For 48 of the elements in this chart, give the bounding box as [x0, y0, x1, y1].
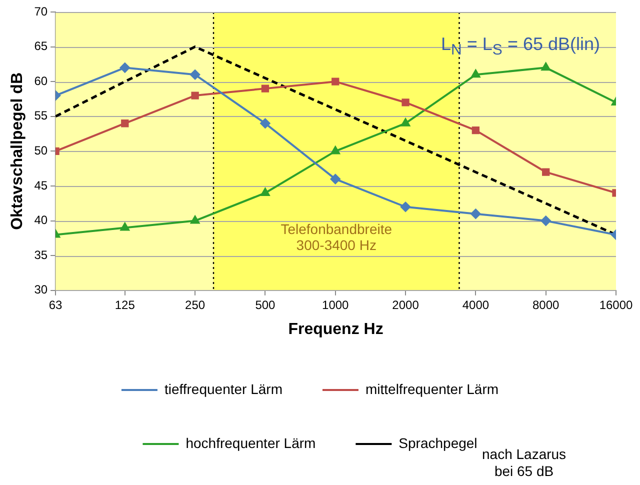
annotation: L$_{N}$ = L$_{S}$ = 65 dB(lin) [441, 34, 600, 59]
text: nach Lazarus bei 65 dB [482, 446, 566, 480]
y-tick-label: 30 [34, 282, 48, 297]
point [261, 84, 270, 92]
x-tick-label: 2000 [392, 298, 420, 312]
point [400, 202, 411, 212]
point [330, 174, 340, 184]
x-tick-label: 500 [255, 298, 276, 312]
x-tick-label: 1000 [322, 298, 350, 312]
band-label: Telefonbandbreite 300-3400 Hz [280, 221, 392, 254]
point [471, 70, 480, 78]
y-tick-label: 55 [34, 108, 48, 123]
point [402, 98, 410, 106]
point [541, 62, 550, 71]
legend-label: hochfrequenter Lärm [186, 434, 316, 451]
point [401, 118, 410, 126]
x-tick-label: 16000 [599, 298, 634, 312]
x-axis-title: Frequenz Hz [288, 320, 384, 338]
y-tick-label: 50 [34, 144, 48, 158]
point [332, 78, 340, 86]
point [190, 70, 200, 80]
point [260, 118, 270, 128]
x-tick-label: 125 [114, 298, 136, 312]
x-tick-label: 63 [48, 298, 63, 312]
point [472, 126, 480, 134]
point [542, 168, 550, 176]
y-tick-label: 45 [34, 178, 48, 192]
point [540, 216, 551, 226]
y-tick-label: 40 [34, 213, 48, 228]
y-axis-title: Oktavschallpegel dB [9, 72, 26, 230]
point [191, 92, 199, 100]
legend-label: Sprachpegel [398, 434, 478, 451]
y-tick-label: 60 [34, 74, 48, 88]
y-tick-label: 65 [34, 39, 48, 54]
point [190, 216, 200, 224]
x-tick-label: 4000 [462, 298, 490, 312]
point [330, 146, 340, 154]
x-tick-label: 8000 [532, 298, 560, 312]
point [120, 222, 130, 231]
x-tick-label: 250 [185, 298, 206, 312]
point [121, 120, 129, 128]
legend-label: tieffrequenter Lärm [164, 380, 282, 397]
legend-label: mittelfrequenter Lärm [365, 380, 499, 397]
y-tick-label: 35 [34, 248, 48, 262]
point [120, 62, 130, 73]
point [260, 188, 270, 196]
point [470, 208, 481, 219]
y-tick-label: 70 [34, 4, 48, 18]
